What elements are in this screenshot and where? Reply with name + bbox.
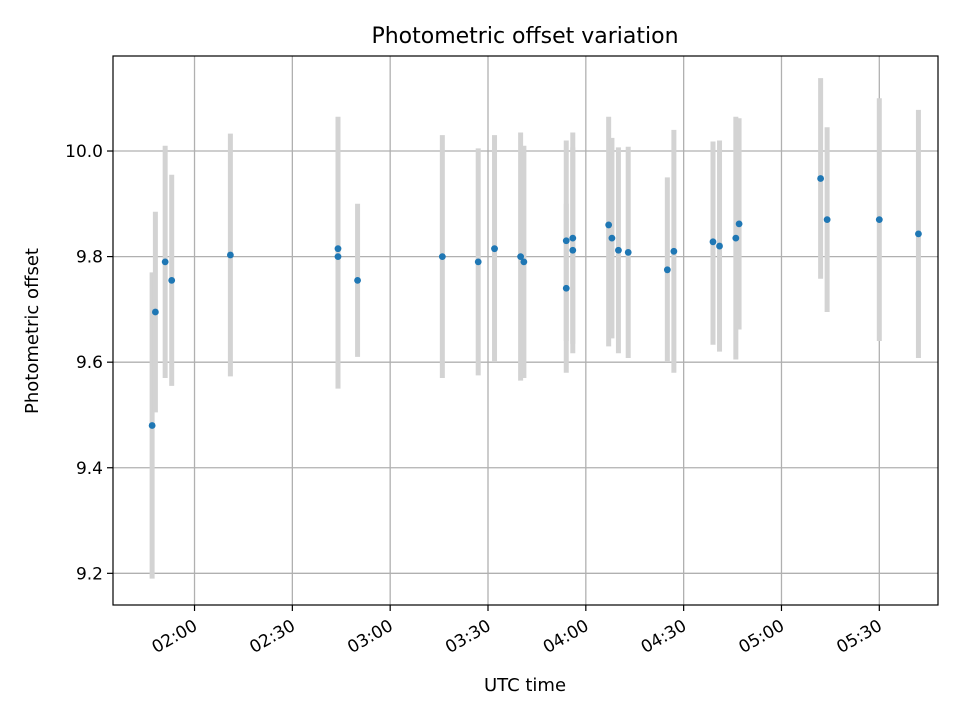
y-tick-label: 9.2 xyxy=(76,564,103,584)
data-point xyxy=(817,175,825,182)
x-axis-label: UTC time xyxy=(484,675,566,696)
data-point xyxy=(735,220,743,228)
data-point xyxy=(474,258,482,266)
data-point xyxy=(354,276,361,284)
data-point xyxy=(151,308,159,316)
data-point xyxy=(875,216,883,224)
data-point xyxy=(823,216,831,224)
data-point xyxy=(226,251,234,259)
data-point xyxy=(148,422,156,429)
data-points xyxy=(148,175,922,429)
data-point xyxy=(663,266,671,274)
data-point xyxy=(716,242,723,250)
data-point xyxy=(491,245,498,253)
data-point xyxy=(562,237,570,245)
plot-frame xyxy=(112,55,939,606)
data-point xyxy=(517,253,525,260)
data-point xyxy=(915,230,922,238)
y-tick-label: 9.8 xyxy=(76,248,103,268)
data-point xyxy=(709,238,717,246)
y-axis-label: Photometric offset xyxy=(22,248,43,414)
data-point xyxy=(569,234,577,242)
data-point xyxy=(334,253,342,260)
data-point xyxy=(569,246,577,254)
data-point xyxy=(334,245,342,253)
data-point xyxy=(608,234,616,242)
y-tick-label: 9.4 xyxy=(76,459,103,479)
data-point xyxy=(615,246,622,254)
data-point xyxy=(438,253,446,260)
data-point xyxy=(168,276,176,284)
data-point xyxy=(670,247,678,255)
data-point xyxy=(624,248,632,256)
data-point xyxy=(161,258,169,266)
y-tick-label: 9.6 xyxy=(76,353,103,373)
data-point xyxy=(520,258,528,266)
data-point xyxy=(732,234,740,242)
chart-title: Photometric offset variation xyxy=(371,24,678,49)
data-point xyxy=(562,284,570,292)
y-tick-label: 10.0 xyxy=(65,142,103,162)
y-axis: 9.2 9.4 9.6 9.8 10.0 xyxy=(65,142,113,584)
data-point xyxy=(605,221,613,229)
